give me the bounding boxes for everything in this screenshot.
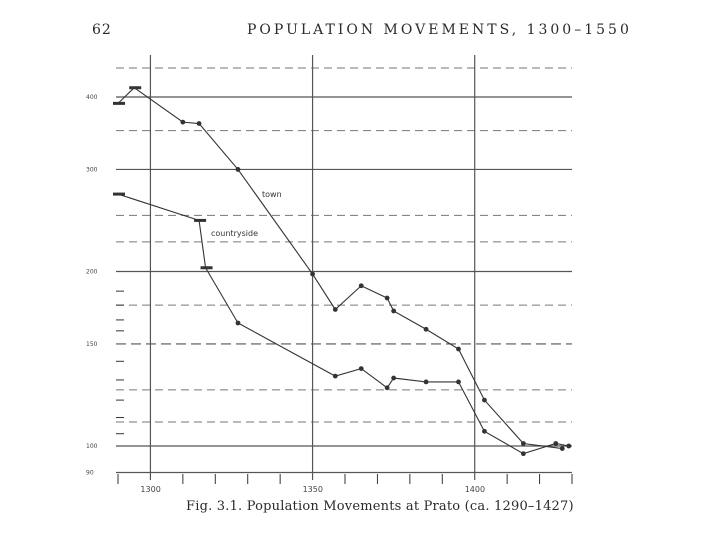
figure-caption: Fig. 3.1. Population Movements at Prato … [186,499,574,514]
data-point [180,119,186,125]
data-point [559,446,565,451]
data-point [310,271,315,277]
data-point [423,379,429,385]
data-point [384,385,390,391]
data-point [456,346,461,352]
data-point [358,283,364,289]
data-point [332,307,338,312]
x-tick-label: 1300 [140,485,160,494]
data-point-bar [200,266,213,270]
data-point-bar [129,86,142,90]
y-tick-label: 90 [86,470,94,477]
data-point [566,443,572,449]
page-number: 62 [92,22,112,38]
series-label-town: town [262,190,282,199]
data-point-bar [113,101,125,105]
series-line-town [117,87,563,450]
y-tick-label: 400 [86,94,98,101]
data-point [482,397,487,403]
y-tick-label: 150 [86,341,98,348]
data-point [553,441,559,446]
data-point-bar [194,218,207,222]
data-point [384,295,390,301]
data-point [423,326,429,332]
y-tick-label: 200 [86,269,98,276]
running-head: POPULATION MOVEMENTS, 1300–1550 [247,22,632,38]
data-point [391,375,397,381]
data-point [196,121,202,126]
x-tick-label: 1350 [303,485,323,494]
data-point [520,441,526,446]
data-point [456,379,461,385]
x-tick-label: 1400 [465,485,485,494]
y-tick-label: 100 [86,443,98,450]
data-point [520,451,526,457]
series-line-countryside [117,193,569,455]
data-point [482,428,487,434]
data-point [332,373,338,379]
y-tick-label: 300 [86,166,98,173]
data-point [235,167,241,172]
data-point [391,308,397,314]
data-point [235,320,241,326]
data-point-bar [113,192,125,196]
series-label-countryside: countryside [211,229,258,238]
data-point [358,366,364,371]
